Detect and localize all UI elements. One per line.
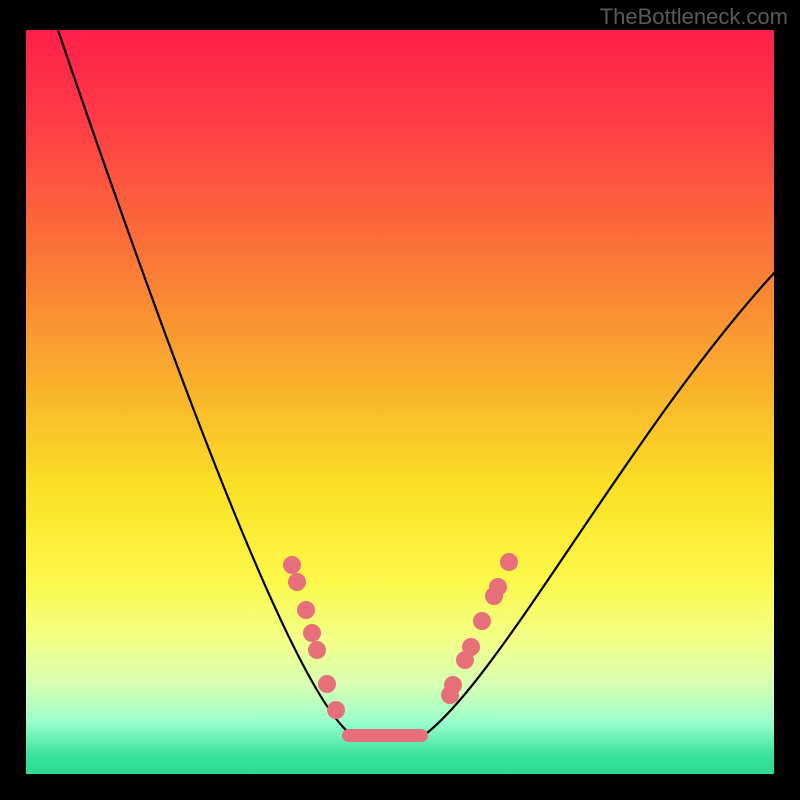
- data-point: [462, 638, 480, 656]
- data-point: [327, 701, 345, 719]
- data-point: [473, 612, 491, 630]
- data-point: [288, 573, 306, 591]
- data-point: [500, 553, 518, 571]
- data-point: [297, 601, 315, 619]
- trough-bar: [342, 729, 428, 742]
- data-point: [303, 624, 321, 642]
- data-point: [444, 676, 462, 694]
- chart-overlay: [26, 30, 774, 774]
- data-point: [318, 675, 336, 693]
- data-point: [283, 556, 301, 574]
- bottleneck-curve: [43, 30, 774, 736]
- data-point: [308, 641, 326, 659]
- plot-area: [26, 30, 774, 774]
- watermark: TheBottleneck.com: [600, 4, 788, 30]
- data-point: [489, 578, 507, 596]
